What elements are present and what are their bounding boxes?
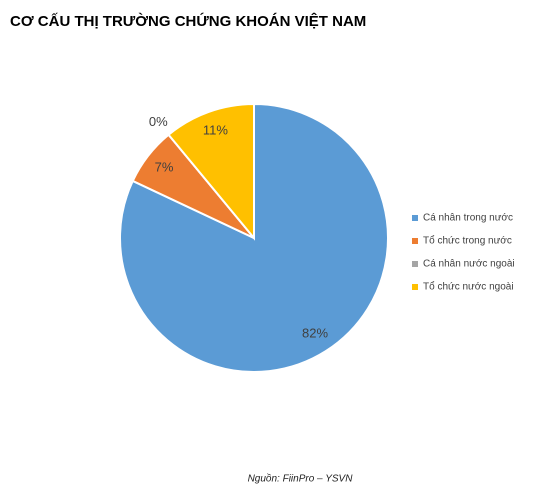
legend-label: Cá nhân trong nước (423, 213, 513, 224)
legend-label: Tổ chức trong nước (423, 235, 512, 247)
data-label: 0% (149, 114, 168, 129)
legend-swatch (412, 284, 418, 290)
pie-slice (167, 102, 255, 241)
source: Nguồn: FiinPro – YSVN (248, 473, 354, 485)
legend-label: Cá nhân nước ngoài (423, 259, 515, 270)
legend-label: Tổ chức nước ngoài (423, 281, 514, 293)
data-label: 7% (155, 160, 174, 175)
data-label: 82% (302, 326, 328, 341)
chart-title: CƠ CẤU THỊ TRƯỜNG CHỨNG KHOÁN VIỆT NAM (10, 12, 366, 30)
data-label: 11% (203, 122, 228, 137)
legend-swatch (412, 261, 418, 267)
legend-swatch (412, 215, 418, 221)
legend-swatch (412, 238, 418, 244)
